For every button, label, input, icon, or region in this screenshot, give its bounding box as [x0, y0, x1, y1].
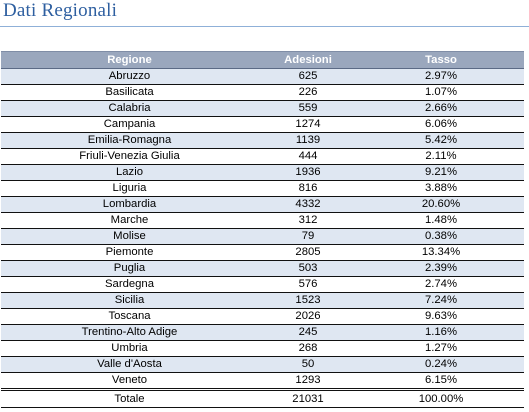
cell-regione: Trentino-Alto Adige	[1, 324, 258, 341]
cell-adesioni: 625	[258, 68, 358, 85]
cell-tasso: 0.38%	[358, 228, 524, 245]
table-row: Calabria 559 2.66%	[1, 100, 524, 117]
cell-adesioni: 816	[258, 180, 358, 197]
cell-regione: Marche	[1, 212, 258, 229]
table-body: Abruzzo 625 2.97% Basilicata 226 1.07% C…	[1, 68, 524, 390]
cell-regione: Umbria	[1, 340, 258, 357]
cell-tasso: 1.48%	[358, 212, 524, 229]
table-row: Trentino-Alto Adige 245 1.16%	[1, 324, 524, 341]
cell-regione: Lazio	[1, 164, 258, 181]
table-row: Molise 79 0.38%	[1, 228, 524, 245]
cell-tasso: 1.27%	[358, 340, 524, 357]
page-title: Dati Regionali	[3, 0, 118, 21]
cell-adesioni: 2805	[258, 244, 358, 261]
cell-regione: Valle d'Aosta	[1, 356, 258, 373]
cell-adesioni: 576	[258, 276, 358, 293]
table-row: Piemonte 2805 13.34%	[1, 244, 524, 261]
cell-adesioni: 444	[258, 148, 358, 165]
cell-regione: Puglia	[1, 260, 258, 277]
total-adesioni: 21031	[258, 388, 358, 408]
cell-regione: Liguria	[1, 180, 258, 197]
table-row: Valle d'Aosta 50 0.24%	[1, 356, 524, 373]
table-row: Umbria 268 1.27%	[1, 340, 524, 357]
table-row: Veneto 1293 6.15%	[1, 372, 524, 390]
cell-adesioni: 503	[258, 260, 358, 277]
cell-regione: Molise	[1, 228, 258, 245]
cell-regione: Calabria	[1, 100, 258, 117]
cell-tasso: 2.74%	[358, 276, 524, 293]
cell-tasso: 2.39%	[358, 260, 524, 277]
cell-regione: Toscana	[1, 308, 258, 325]
table-row: Sardegna 576 2.74%	[1, 276, 524, 293]
table-row: Friuli-Venezia Giulia 444 2.11%	[1, 148, 524, 165]
cell-adesioni: 268	[258, 340, 358, 357]
header-tasso: Tasso	[358, 51, 524, 69]
table-row: Marche 312 1.48%	[1, 212, 524, 229]
cell-tasso: 6.15%	[358, 372, 524, 390]
cell-adesioni: 4332	[258, 196, 358, 213]
cell-adesioni: 2026	[258, 308, 358, 325]
cell-tasso: 7.24%	[358, 292, 524, 309]
cell-regione: Abruzzo	[1, 68, 258, 85]
table-row: Puglia 503 2.39%	[1, 260, 524, 277]
cell-adesioni: 1274	[258, 116, 358, 133]
cell-adesioni: 50	[258, 356, 358, 373]
table-row: Abruzzo 625 2.97%	[1, 68, 524, 85]
cell-tasso: 9.21%	[358, 164, 524, 181]
regional-data-table: Regione Adesioni Tasso Abruzzo 625 2.97%…	[1, 51, 524, 408]
cell-tasso: 2.66%	[358, 100, 524, 117]
table-header: Regione Adesioni Tasso	[1, 51, 524, 69]
cell-regione: Emilia-Romagna	[1, 132, 258, 149]
total-row: Totale 21031 100.00%	[1, 388, 524, 408]
cell-regione: Sicilia	[1, 292, 258, 309]
header-regione: Regione	[1, 51, 258, 69]
cell-adesioni: 79	[258, 228, 358, 245]
table-row: Lombardia 4332 20.60%	[1, 196, 524, 213]
table-row: Basilicata 226 1.07%	[1, 84, 524, 101]
cell-tasso: 2.97%	[358, 68, 524, 85]
cell-tasso: 1.16%	[358, 324, 524, 341]
table-row: Campania 1274 6.06%	[1, 116, 524, 133]
table-footer: Totale 21031 100.00%	[1, 388, 524, 408]
table-row: Liguria 816 3.88%	[1, 180, 524, 197]
cell-regione: Piemonte	[1, 244, 258, 261]
cell-regione: Basilicata	[1, 84, 258, 101]
cell-tasso: 0.24%	[358, 356, 524, 373]
cell-adesioni: 226	[258, 84, 358, 101]
cell-tasso: 1.07%	[358, 84, 524, 101]
table-row: Sicilia 1523 7.24%	[1, 292, 524, 309]
cell-adesioni: 1293	[258, 372, 358, 390]
cell-adesioni: 312	[258, 212, 358, 229]
cell-adesioni: 1139	[258, 132, 358, 149]
cell-tasso: 2.11%	[358, 148, 524, 165]
cell-tasso: 20.60%	[358, 196, 524, 213]
table-row: Emilia-Romagna 1139 5.42%	[1, 132, 524, 149]
cell-tasso: 6.06%	[358, 116, 524, 133]
title-underline	[0, 26, 529, 27]
table-row: Toscana 2026 9.63%	[1, 308, 524, 325]
cell-regione: Campania	[1, 116, 258, 133]
cell-regione: Sardegna	[1, 276, 258, 293]
cell-adesioni: 1936	[258, 164, 358, 181]
table-row: Lazio 1936 9.21%	[1, 164, 524, 181]
header-adesioni: Adesioni	[258, 51, 358, 69]
cell-regione: Friuli-Venezia Giulia	[1, 148, 258, 165]
cell-adesioni: 1523	[258, 292, 358, 309]
total-tasso: 100.00%	[358, 388, 524, 408]
cell-tasso: 13.34%	[358, 244, 524, 261]
cell-regione: Lombardia	[1, 196, 258, 213]
total-label: Totale	[1, 388, 258, 408]
cell-tasso: 3.88%	[358, 180, 524, 197]
cell-adesioni: 559	[258, 100, 358, 117]
cell-adesioni: 245	[258, 324, 358, 341]
cell-regione: Veneto	[1, 372, 258, 390]
cell-tasso: 5.42%	[358, 132, 524, 149]
cell-tasso: 9.63%	[358, 308, 524, 325]
